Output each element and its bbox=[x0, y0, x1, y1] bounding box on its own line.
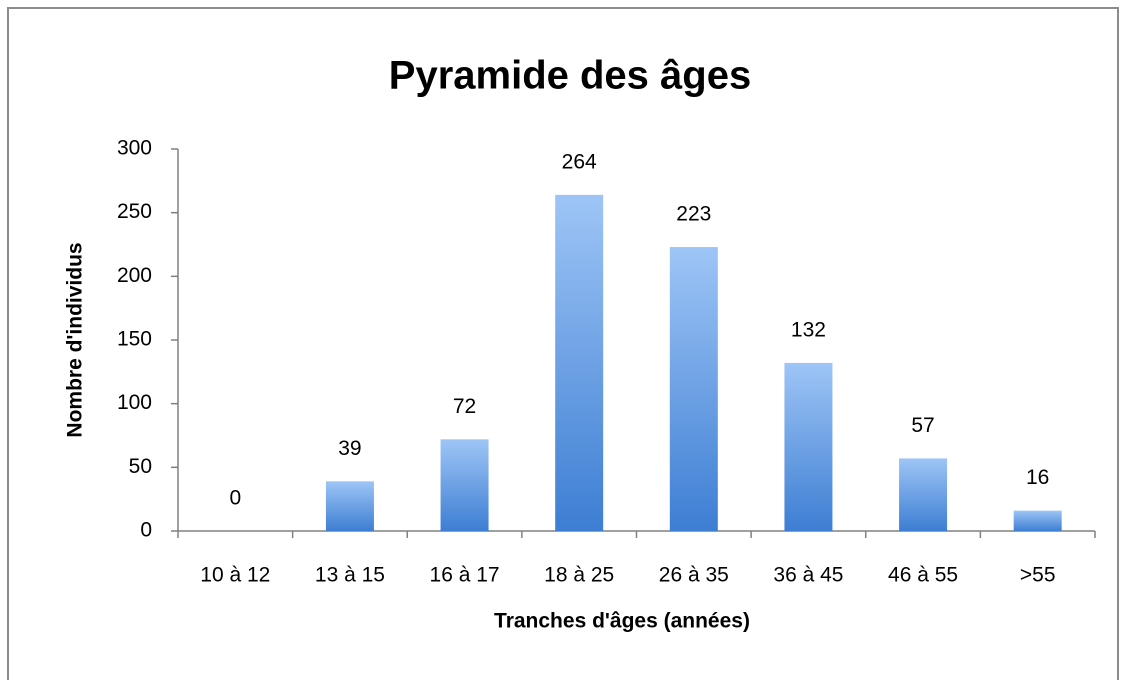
y-tick-label: 200 bbox=[117, 264, 152, 287]
x-tick-label: >55 bbox=[1020, 564, 1056, 587]
data-label: 223 bbox=[676, 203, 711, 226]
x-tick-label: 10 à 12 bbox=[200, 564, 270, 587]
data-label: 16 bbox=[1026, 466, 1049, 489]
y-tick-label: 100 bbox=[117, 391, 152, 414]
data-label: 0 bbox=[229, 487, 241, 510]
bar bbox=[899, 458, 948, 531]
x-axis-title: Tranches d'âges (années) bbox=[494, 610, 750, 633]
y-tick-label: 0 bbox=[140, 519, 152, 542]
x-tick-label: 16 à 17 bbox=[430, 564, 500, 587]
x-tick-label: 18 à 25 bbox=[544, 564, 614, 587]
bar bbox=[1013, 510, 1062, 531]
bar bbox=[669, 247, 718, 531]
y-tick-label: 150 bbox=[117, 328, 152, 351]
bar bbox=[440, 439, 489, 531]
data-label: 39 bbox=[338, 437, 361, 460]
x-tick-label: 46 à 55 bbox=[888, 564, 958, 587]
data-label: 264 bbox=[562, 150, 597, 173]
x-tick-label: 36 à 45 bbox=[773, 564, 843, 587]
bar bbox=[555, 194, 604, 531]
y-axis-title: Nombre d'individus bbox=[64, 242, 87, 437]
bar bbox=[784, 362, 833, 531]
x-tick-label: 26 à 35 bbox=[659, 564, 729, 587]
y-tick-label: 250 bbox=[117, 200, 152, 223]
data-label: 57 bbox=[911, 414, 934, 437]
y-tick-label: 300 bbox=[117, 137, 152, 160]
x-tick-label: 13 à 15 bbox=[315, 564, 385, 587]
y-tick-label: 50 bbox=[129, 455, 152, 478]
bar bbox=[325, 481, 374, 531]
data-label: 132 bbox=[791, 318, 826, 341]
data-label: 72 bbox=[453, 395, 476, 418]
chart-title: Pyramide des âges bbox=[389, 54, 751, 98]
